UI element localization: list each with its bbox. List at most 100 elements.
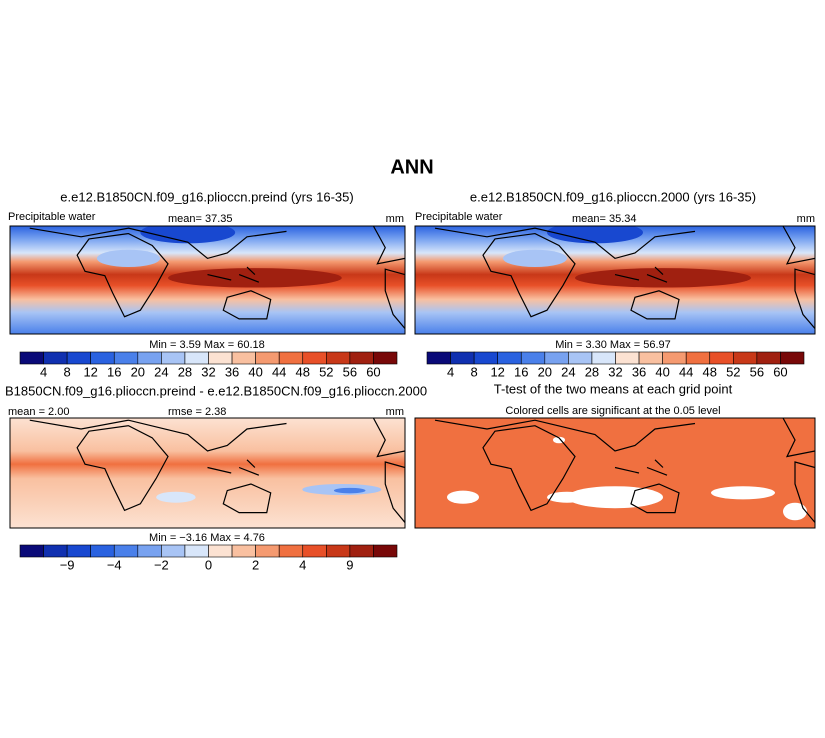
colorbar-label: −4 (107, 557, 122, 572)
colorbar-box (43, 351, 68, 365)
map-frame (9, 417, 406, 529)
coastline (77, 426, 168, 511)
colorbar-box (615, 351, 640, 365)
colorbar-label: 20 (131, 364, 145, 379)
map (414, 417, 816, 529)
map-frame (9, 225, 406, 335)
colorbar-box (208, 351, 233, 365)
colorbar-box (733, 351, 758, 365)
colorbar-label: 40 (248, 364, 262, 379)
colorbar-label: 32 (608, 364, 622, 379)
coastline (631, 484, 679, 513)
colorbar-label: 16 (107, 364, 121, 379)
colorbar-box (113, 544, 139, 558)
coastlines (435, 226, 815, 329)
min-max-label: Min = 3.59 Max = 60.18 (149, 339, 265, 351)
colorbar-label: 28 (585, 364, 599, 379)
colorbar-label: 48 (296, 364, 310, 379)
panel-title: e.e12.B1850CN.f09_g16.plioccn.2000 (yrs … (470, 189, 756, 204)
units-label: mm (386, 213, 404, 225)
colorbar-label: 52 (726, 364, 740, 379)
mean-label: mean = 2.00 (8, 406, 69, 418)
mean-label: mean= 35.34 (572, 213, 637, 225)
coastlines (30, 418, 405, 523)
colorbar-box (161, 351, 186, 365)
colorbar-box (66, 351, 91, 365)
colorbar-box (161, 544, 186, 558)
colorbar-box (302, 351, 327, 365)
colorbar-label: 60 (366, 364, 380, 379)
colorbar-box (66, 544, 91, 558)
coastline (373, 418, 405, 523)
colorbar-box (638, 351, 663, 365)
colorbar-label: 4 (447, 364, 454, 379)
coastline (615, 460, 667, 475)
colorbar-box (255, 544, 280, 558)
variable-label: Precipitable water (415, 211, 503, 223)
colorbar-box (662, 351, 687, 365)
colorbar-label: 12 (490, 364, 504, 379)
colorbar-box (19, 544, 44, 558)
colorbar-box (255, 351, 280, 365)
colorbar-box (520, 351, 546, 365)
coastline (223, 291, 270, 319)
colorbar-label: 8 (471, 364, 478, 379)
coastline (435, 420, 695, 451)
colorbar-box (373, 544, 398, 558)
map (9, 417, 406, 529)
colorbar-label: 8 (64, 364, 71, 379)
mean-label: mean= 37.35 (168, 213, 233, 225)
field-blob (96, 249, 161, 268)
colorbar-label: 0 (205, 557, 212, 572)
colorbar-label: 48 (703, 364, 717, 379)
colorbar-box (113, 351, 139, 365)
min-max-label: Min = −3.16 Max = 4.76 (149, 532, 265, 544)
coastline (615, 267, 667, 282)
colorbar-box (326, 544, 351, 558)
coastlines (435, 418, 815, 523)
colorbar-box (756, 351, 781, 365)
colorbar-label: 20 (538, 364, 552, 379)
min-max-label: Min = 3.30 Max = 56.97 (555, 339, 671, 351)
colorbar-box (426, 351, 451, 365)
map-field (10, 418, 405, 528)
colorbar-label: 56 (343, 364, 357, 379)
colorbar-box (302, 544, 327, 558)
map (9, 225, 406, 335)
coastline (783, 226, 815, 329)
field-blob (168, 268, 342, 288)
colorbar-label: 44 (272, 364, 286, 379)
coastline (435, 228, 695, 258)
colorbar-box (349, 351, 374, 365)
colorbar-label: 28 (178, 364, 192, 379)
colorbar-box (568, 351, 593, 365)
colorbar-label: 40 (655, 364, 669, 379)
coastline (208, 267, 259, 282)
colorbar-box (278, 351, 304, 365)
panel-title: T-test of the two means at each grid poi… (494, 381, 733, 396)
colorbar-label: −2 (154, 557, 169, 572)
colorbar-box (19, 351, 44, 365)
figure-title: ANN (390, 156, 433, 178)
map-field (10, 226, 405, 334)
colorbar-label: 9 (346, 557, 353, 572)
colorbar-box (709, 351, 734, 365)
variable-label: Precipitable water (8, 211, 96, 223)
field-background (10, 418, 405, 528)
colorbar-label: 2 (252, 557, 259, 572)
colorbar-box (231, 351, 256, 365)
coastline (783, 418, 815, 523)
coastline (223, 484, 270, 513)
colorbar-box (780, 351, 805, 365)
colorbar-box (473, 351, 498, 365)
colorbar-box (497, 351, 522, 365)
map-frame (414, 225, 816, 335)
field-blob (447, 490, 479, 504)
colorbar-box (184, 544, 209, 558)
colorbar-box (231, 544, 256, 558)
colorbar-box (208, 544, 233, 558)
colorbar-label: −9 (60, 557, 75, 572)
panel-subtitle: Colored cells are significant at the 0.0… (505, 405, 720, 417)
